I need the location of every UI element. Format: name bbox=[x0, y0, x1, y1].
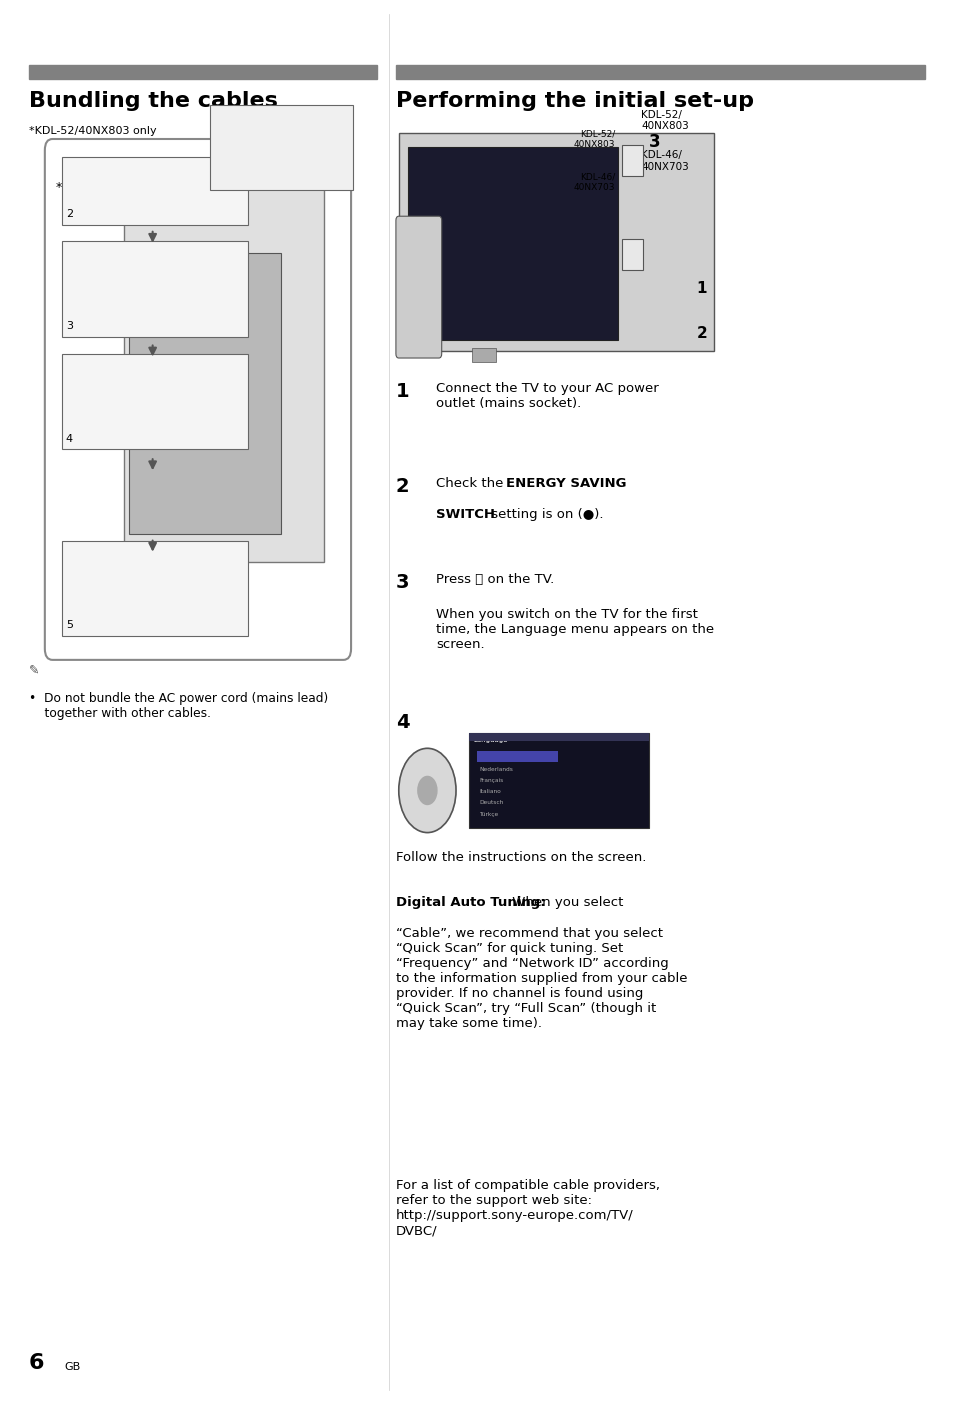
Text: SWITCH: SWITCH bbox=[436, 508, 495, 521]
Text: *KDL-52/40NX803 only: *KDL-52/40NX803 only bbox=[29, 126, 156, 136]
Text: Digital Auto Tuning:: Digital Auto Tuning: bbox=[395, 896, 545, 908]
Circle shape bbox=[398, 748, 456, 833]
Bar bbox=[621, 145, 642, 176]
Text: 6: 6 bbox=[29, 1353, 44, 1373]
Text: “Cable”, we recommend that you select
“Quick Scan” for quick tuning. Set
“Freque: “Cable”, we recommend that you select “Q… bbox=[395, 927, 687, 1029]
Text: Français: Français bbox=[478, 778, 502, 783]
Text: Press ⏻ on the TV.: Press ⏻ on the TV. bbox=[436, 573, 554, 585]
Text: 4: 4 bbox=[66, 434, 72, 444]
FancyBboxPatch shape bbox=[45, 139, 351, 660]
Text: 1: 1 bbox=[696, 281, 706, 296]
Text: Bundling the cables: Bundling the cables bbox=[29, 91, 277, 111]
Text: Deutsch: Deutsch bbox=[478, 800, 502, 806]
Bar bbox=[469, 733, 648, 828]
Bar bbox=[210, 105, 353, 190]
Text: When you switch on the TV for the first
time, the Language menu appears on the
s: When you switch on the TV for the first … bbox=[436, 608, 714, 651]
Text: ① ②: ① ② bbox=[224, 115, 248, 125]
Text: 3: 3 bbox=[648, 133, 659, 152]
Circle shape bbox=[417, 776, 436, 804]
Text: Türkçe: Türkçe bbox=[478, 812, 497, 817]
Text: Check the: Check the bbox=[436, 477, 507, 490]
Bar bbox=[395, 65, 924, 79]
Text: KDL-46/
40NX703: KDL-46/ 40NX703 bbox=[573, 173, 615, 192]
Text: 5: 5 bbox=[66, 621, 72, 630]
Text: KDL-46/
40NX703: KDL-46/ 40NX703 bbox=[640, 150, 688, 171]
Text: ⏻: ⏻ bbox=[624, 241, 630, 251]
Text: 2: 2 bbox=[66, 209, 72, 219]
Text: ⏻: ⏻ bbox=[624, 147, 630, 157]
FancyBboxPatch shape bbox=[395, 216, 441, 358]
Bar bbox=[408, 147, 618, 340]
Bar bbox=[124, 168, 324, 562]
Bar bbox=[62, 541, 248, 636]
Text: KDL-52/
40NX803: KDL-52/ 40NX803 bbox=[640, 110, 688, 131]
Text: •  Do not bundle the AC power cord (mains lead)
    together with other cables.: • Do not bundle the AC power cord (mains… bbox=[29, 692, 328, 720]
Text: 4: 4 bbox=[395, 713, 409, 733]
Bar bbox=[472, 348, 496, 362]
Bar bbox=[62, 354, 248, 449]
Text: ✎: ✎ bbox=[29, 664, 39, 677]
Text: 2: 2 bbox=[395, 477, 409, 497]
Bar bbox=[398, 133, 713, 351]
Bar bbox=[476, 751, 558, 762]
Text: Italiano: Italiano bbox=[478, 789, 500, 795]
Text: Performing the initial set-up: Performing the initial set-up bbox=[395, 91, 753, 111]
Text: For a list of compatible cable providers,
refer to the support web site:
http://: For a list of compatible cable providers… bbox=[395, 1179, 659, 1237]
Text: Language: Language bbox=[473, 737, 507, 743]
Text: GB: GB bbox=[65, 1362, 81, 1372]
Text: KDL-52/
40NX803: KDL-52/ 40NX803 bbox=[573, 129, 615, 149]
Text: When you select: When you select bbox=[508, 896, 623, 908]
Text: 2: 2 bbox=[696, 326, 706, 341]
Text: 3: 3 bbox=[395, 573, 409, 592]
Text: 1: 1 bbox=[395, 382, 409, 402]
Bar bbox=[29, 65, 376, 79]
Bar bbox=[62, 157, 248, 225]
Text: ENERGY SAVING: ENERGY SAVING bbox=[505, 477, 625, 490]
Text: 3: 3 bbox=[66, 322, 72, 331]
Bar bbox=[469, 733, 648, 741]
Text: Follow the instructions on the screen.: Follow the instructions on the screen. bbox=[395, 851, 645, 863]
Bar bbox=[129, 253, 281, 534]
Text: *: * bbox=[55, 181, 62, 194]
Bar bbox=[62, 241, 248, 337]
Text: setting is on (●).: setting is on (●). bbox=[487, 508, 603, 521]
Text: Nederlands: Nederlands bbox=[478, 767, 513, 772]
Bar bbox=[621, 239, 642, 270]
Text: English: English bbox=[478, 753, 504, 758]
Text: Connect the TV to your AC power
outlet (mains socket).: Connect the TV to your AC power outlet (… bbox=[436, 382, 658, 410]
